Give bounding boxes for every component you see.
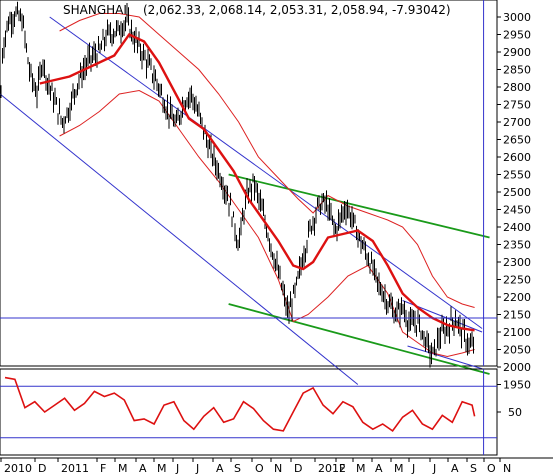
x-tick-label: O <box>487 462 496 475</box>
y-tick-label: 2000 <box>503 361 531 374</box>
x-tick-label: J <box>195 462 199 475</box>
y-tick-label: 2600 <box>503 151 531 164</box>
trend-line <box>407 345 483 370</box>
x-tick-label: A <box>216 462 224 475</box>
x-tick-label: 2012 <box>318 462 346 475</box>
y-tick-label: 2150 <box>503 309 531 322</box>
x-tick-label: A <box>375 462 383 475</box>
x-tick-label: O <box>255 462 264 475</box>
y-tick-label: 2400 <box>503 221 531 234</box>
indicator-y-axis: 50 <box>497 406 522 419</box>
x-tick-label: M <box>157 462 167 475</box>
trend-line <box>228 173 490 239</box>
y-tick-label: 2900 <box>503 46 531 59</box>
trend-lines <box>0 16 490 385</box>
y-tick-label: 2450 <box>503 204 531 217</box>
x-tick-label: S <box>234 462 241 475</box>
y-tick-label: 2300 <box>503 256 531 269</box>
x-tick-label: N <box>503 462 511 475</box>
ohlc-readout: (2,062.33, 2,068.14, 2,053.31, 2,058.94,… <box>143 3 451 17</box>
trend-line <box>0 93 359 385</box>
x-tick-label: N <box>274 462 282 475</box>
y-tick-label: 2500 <box>503 186 531 199</box>
y-tick-label: 2200 <box>503 291 531 304</box>
indicator-y-tick-label: 50 <box>508 406 522 419</box>
chart-title: SHANGHAI <box>63 3 127 17</box>
y-tick-label: 2100 <box>503 326 531 339</box>
x-tick-label: F <box>100 462 106 475</box>
x-tick-label: J <box>432 462 436 475</box>
y-tick-label: 3000 <box>503 11 531 24</box>
x-tick-label: M <box>394 462 404 475</box>
x-tick-label: 2011 <box>61 462 89 475</box>
y-tick-label: 2650 <box>503 134 531 147</box>
x-tick-label: J <box>175 462 179 475</box>
x-tick-label: D <box>294 462 302 475</box>
price-y-axis: 3000 2950 2900 2850 2800 2750 2700 2650 2600 2550… <box>497 11 531 392</box>
x-tick-label: A <box>139 462 147 475</box>
y-tick-label: 2550 <box>503 169 531 182</box>
x-tick-label: J <box>411 462 415 475</box>
moving-average-line <box>39 32 475 332</box>
y-tick-label: 1950 <box>503 379 531 392</box>
x-tick-label: M <box>118 462 128 475</box>
x-tick-label: F <box>339 462 345 475</box>
trend-line <box>228 303 490 375</box>
y-tick-label: 2950 <box>503 29 531 42</box>
x-tick-label: M <box>356 462 366 475</box>
indicator-line <box>4 376 476 433</box>
x-tick-label: 2010 <box>4 462 32 475</box>
price-panel-frame <box>0 0 498 367</box>
y-tick-label: 2750 <box>503 99 531 112</box>
x-tick-label: D <box>38 462 46 475</box>
y-tick-label: 2850 <box>503 64 531 77</box>
x-tick-label: S <box>470 462 477 475</box>
y-tick-label: 2250 <box>503 274 531 287</box>
price-panel: SHANGHAI (2,062.33, 2,068.14, 2,053.31, … <box>0 0 498 385</box>
upper-band-line <box>59 13 475 308</box>
y-tick-label: 2350 <box>503 239 531 252</box>
y-tick-label: 2800 <box>503 81 531 94</box>
y-tick-label: 2050 <box>503 344 531 357</box>
trend-line <box>49 16 483 329</box>
x-tick-label: A <box>451 462 459 475</box>
y-tick-label: 2700 <box>503 116 531 129</box>
